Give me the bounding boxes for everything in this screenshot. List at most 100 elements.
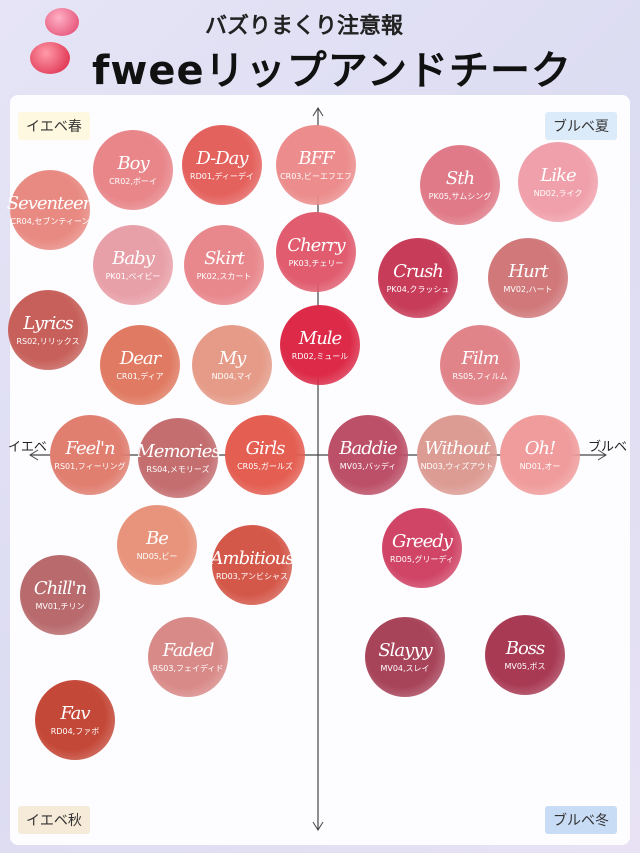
swatch: Sth PK05,サムシング — [420, 145, 500, 225]
swatch: Skirt PK02,スカート — [184, 225, 264, 305]
swatch: Boy CR02,ボーイ — [93, 130, 173, 210]
axis-label: イエベ — [8, 440, 47, 455]
swatch-name: Lyrics — [23, 313, 73, 334]
swatch: Hurt MV02,ハート — [488, 238, 568, 318]
arrow — [312, 107, 324, 117]
swatch-name: BFF — [298, 148, 334, 169]
swatch-code: RS03,フェイディド — [152, 664, 224, 673]
swatch-name: Cherry — [287, 235, 345, 256]
swatch-code: PK02,スカート — [196, 272, 252, 281]
swatch-code: ND03,ウィズアウト — [420, 462, 494, 471]
swatch-name: Slayyy — [378, 640, 432, 661]
swatch: My ND04,マイ — [192, 325, 272, 405]
swatch: Fav RD04,ファボ — [35, 680, 115, 760]
quadrant-label: ブルベ冬 — [545, 806, 617, 834]
swatch-name: Seventeen — [6, 193, 95, 214]
swatch: BFF CR03,ビーエフエフ — [276, 125, 356, 205]
swatch-name: Greedy — [392, 531, 453, 552]
swatch: Mule RD02,ミュール — [280, 305, 360, 385]
title: fweeリップアンドチーク — [92, 48, 573, 94]
swatch-code: RS04,メモリーズ — [146, 465, 210, 474]
swatch-code: ND01,オー — [519, 462, 561, 471]
swatch: Lyrics RS02,リリックス — [8, 290, 88, 370]
swatch-code: CR03,ビーエフエフ — [280, 172, 352, 181]
subtitle: バズりまくり注意報 — [205, 14, 404, 39]
swatch-code: RD04,ファボ — [50, 727, 100, 736]
swatch-name: My — [218, 348, 247, 369]
swatch-code: RS01,フィーリング — [54, 462, 126, 471]
axis-label: ブルベ — [588, 440, 628, 455]
swatch-name: Be — [146, 528, 169, 549]
swatch: Ambitious RD03,アンビシャス — [210, 525, 295, 605]
swatch: Chill'n MV01,チリン — [20, 555, 100, 635]
swatch-code: CR02,ボーイ — [109, 177, 157, 186]
swatch-code: CR01,ディア — [116, 372, 164, 381]
arrow — [312, 821, 324, 831]
swatch-code: PK01,ベイビー — [105, 272, 161, 281]
swatch-name: Faded — [162, 640, 215, 661]
swatch-code: RS05,フィルム — [452, 372, 508, 381]
quadrant-label: イエベ秋 — [18, 806, 90, 834]
swatch-name: Skirt — [204, 248, 245, 269]
swatch: Crush PK04,クラッシュ — [378, 238, 458, 318]
swatch: Baddie MV03,バッディ — [328, 415, 408, 495]
swatch-name: Dear — [119, 348, 161, 369]
swatch: Like ND02,ライク — [518, 142, 598, 222]
swatch-name: Chill'n — [33, 578, 87, 599]
swatch-name: D-Day — [196, 148, 248, 169]
swatch-name: Girls — [245, 438, 286, 459]
swatch-name: Fav — [60, 703, 90, 724]
arrow — [597, 449, 607, 461]
swatch-code: MV02,ハート — [503, 285, 553, 294]
arrow — [29, 449, 39, 461]
swatch-code: ND04,マイ — [211, 372, 253, 381]
swatch-name: Like — [540, 165, 576, 186]
swatch-name: Hurt — [508, 261, 548, 282]
swatch-code: CR04,セブンティーン — [10, 217, 90, 226]
swatch-code: RS02,リリックス — [16, 337, 80, 346]
swatch: Film RS05,フィルム — [440, 325, 520, 405]
swatch-name: Boss — [505, 638, 546, 659]
swatch: Boss MV05,ボス — [485, 615, 565, 695]
swatch-name: Baddie — [339, 438, 397, 459]
swatch-code: RD01,ディーデイ — [190, 172, 254, 181]
lip-icon — [45, 8, 79, 36]
swatch: Without ND03,ウィズアウト — [417, 415, 497, 495]
swatch-name: Oh! — [524, 438, 557, 459]
swatch-name: Mule — [298, 328, 342, 349]
swatch: Girls CR05,ガールズ — [225, 415, 305, 495]
swatch-code: RD03,アンビシャス — [215, 572, 289, 581]
swatch-code: PK04,クラッシュ — [386, 285, 450, 294]
swatch: Slayyy MV04,スレイ — [365, 617, 445, 697]
swatch-code: CR05,ガールズ — [237, 462, 293, 471]
swatch-code: MV04,スレイ — [380, 664, 430, 673]
swatch-code: MV01,チリン — [35, 602, 85, 611]
swatch-name: Boy — [117, 153, 149, 174]
swatch: Memories RS04,メモリーズ — [136, 418, 221, 498]
swatch-name: Ambitious — [210, 548, 295, 569]
swatch-code: ND02,ライク — [533, 189, 583, 198]
swatch: Dear CR01,ディア — [100, 325, 180, 405]
swatch: Faded RS03,フェイディド — [148, 617, 228, 697]
swatch-code: ND05,ビー — [136, 552, 178, 561]
swatch-code: PK03,チェリー — [288, 259, 344, 268]
quadrant-label: ブルベ夏 — [545, 112, 617, 140]
swatch-name: Feel'n — [65, 438, 115, 459]
swatch-name: Memories — [136, 441, 220, 462]
swatch: Cherry PK03,チェリー — [276, 212, 356, 292]
lip-icon — [30, 42, 70, 74]
swatch: Greedy RD05,グリーディ — [382, 508, 462, 588]
swatch-code: RD05,グリーディ — [390, 555, 454, 564]
swatch-name: Baby — [112, 248, 155, 269]
swatch-code: RD02,ミュール — [291, 352, 349, 361]
swatch-code: MV05,ボス — [504, 662, 546, 671]
swatch-name: Without — [424, 438, 490, 459]
swatch: Baby PK01,ベイビー — [93, 225, 173, 305]
swatch-name: Sth — [445, 168, 475, 189]
swatch-name: Film — [461, 348, 499, 369]
swatch: Be ND05,ビー — [117, 505, 197, 585]
swatch: D-Day RD01,ディーデイ — [182, 125, 262, 205]
swatch: Feel'n RS01,フィーリング — [50, 415, 130, 495]
swatch-code: PK05,サムシング — [428, 192, 492, 201]
